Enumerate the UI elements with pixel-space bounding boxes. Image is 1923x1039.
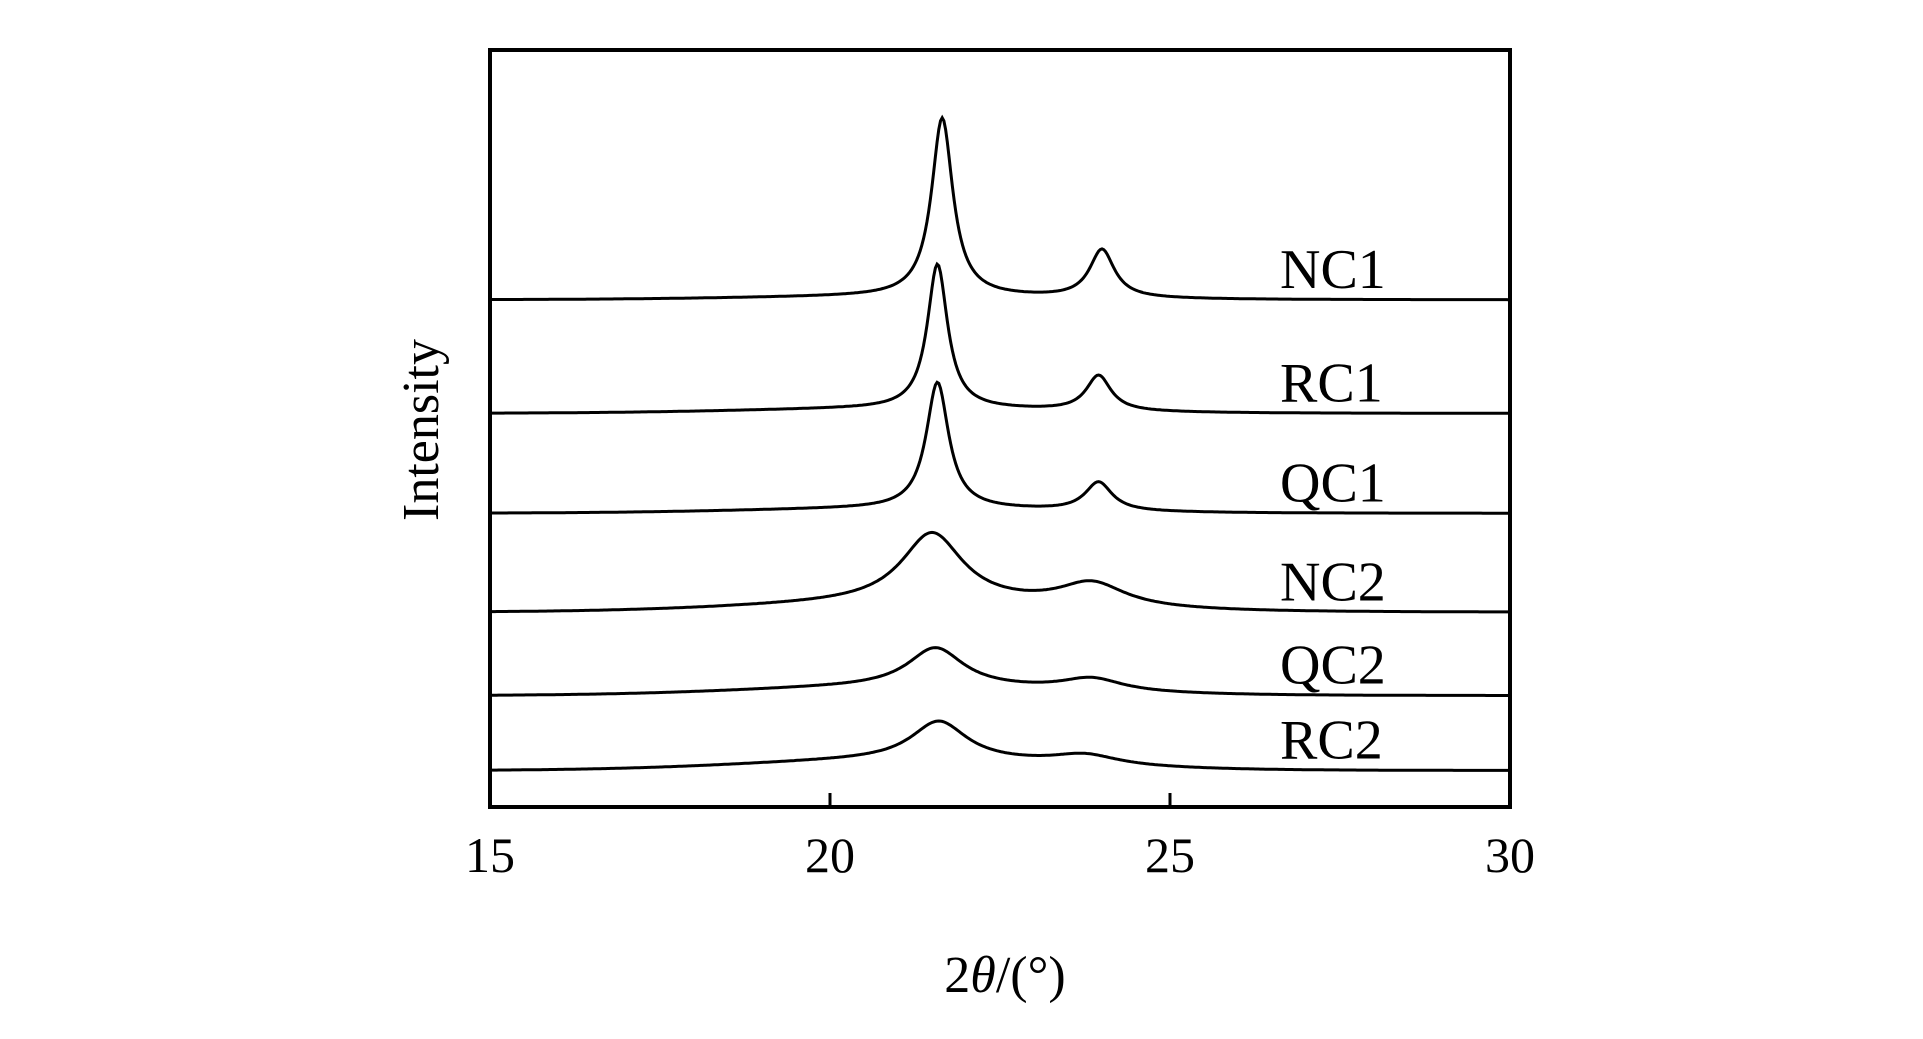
y-axis-label: Intensity — [393, 339, 450, 521]
x-axis-label-suffix: /(°) — [996, 947, 1066, 1004]
x-axis-label-prefix: 2 — [944, 947, 970, 1004]
x-tick-label: 20 — [805, 827, 855, 883]
series-line-qc2 — [490, 646, 1510, 697]
series-label-qc2: QC2 — [1280, 635, 1386, 697]
x-axis-label: 2θ/(°) — [944, 947, 1065, 1004]
series-label-qc1: QC1 — [1280, 452, 1386, 514]
x-tick-label: 30 — [1485, 827, 1535, 883]
x-axis-ticks: 15 20 25 30 — [465, 793, 1535, 883]
series-label-nc1: NC1 — [1280, 239, 1386, 301]
series-labels: NC1 RC1 QC1 NC2 QC2 RC2 — [1280, 239, 1386, 772]
series-line-nc1 — [490, 114, 1510, 302]
x-tick-label: 25 — [1145, 827, 1195, 883]
series-label-rc1: RC1 — [1280, 352, 1383, 414]
series-line-nc2 — [490, 530, 1510, 614]
x-tick-label: 15 — [465, 827, 515, 883]
series-label-nc2: NC2 — [1280, 551, 1386, 613]
series-line-qc1 — [490, 380, 1510, 515]
x-axis-label-symbol: θ — [970, 947, 996, 1004]
series-curves — [490, 114, 1510, 772]
series-label-rc2: RC2 — [1280, 710, 1383, 772]
series-line-rc2 — [490, 719, 1510, 772]
plot-frame — [488, 48, 1512, 809]
series-line-rc1 — [490, 261, 1510, 415]
